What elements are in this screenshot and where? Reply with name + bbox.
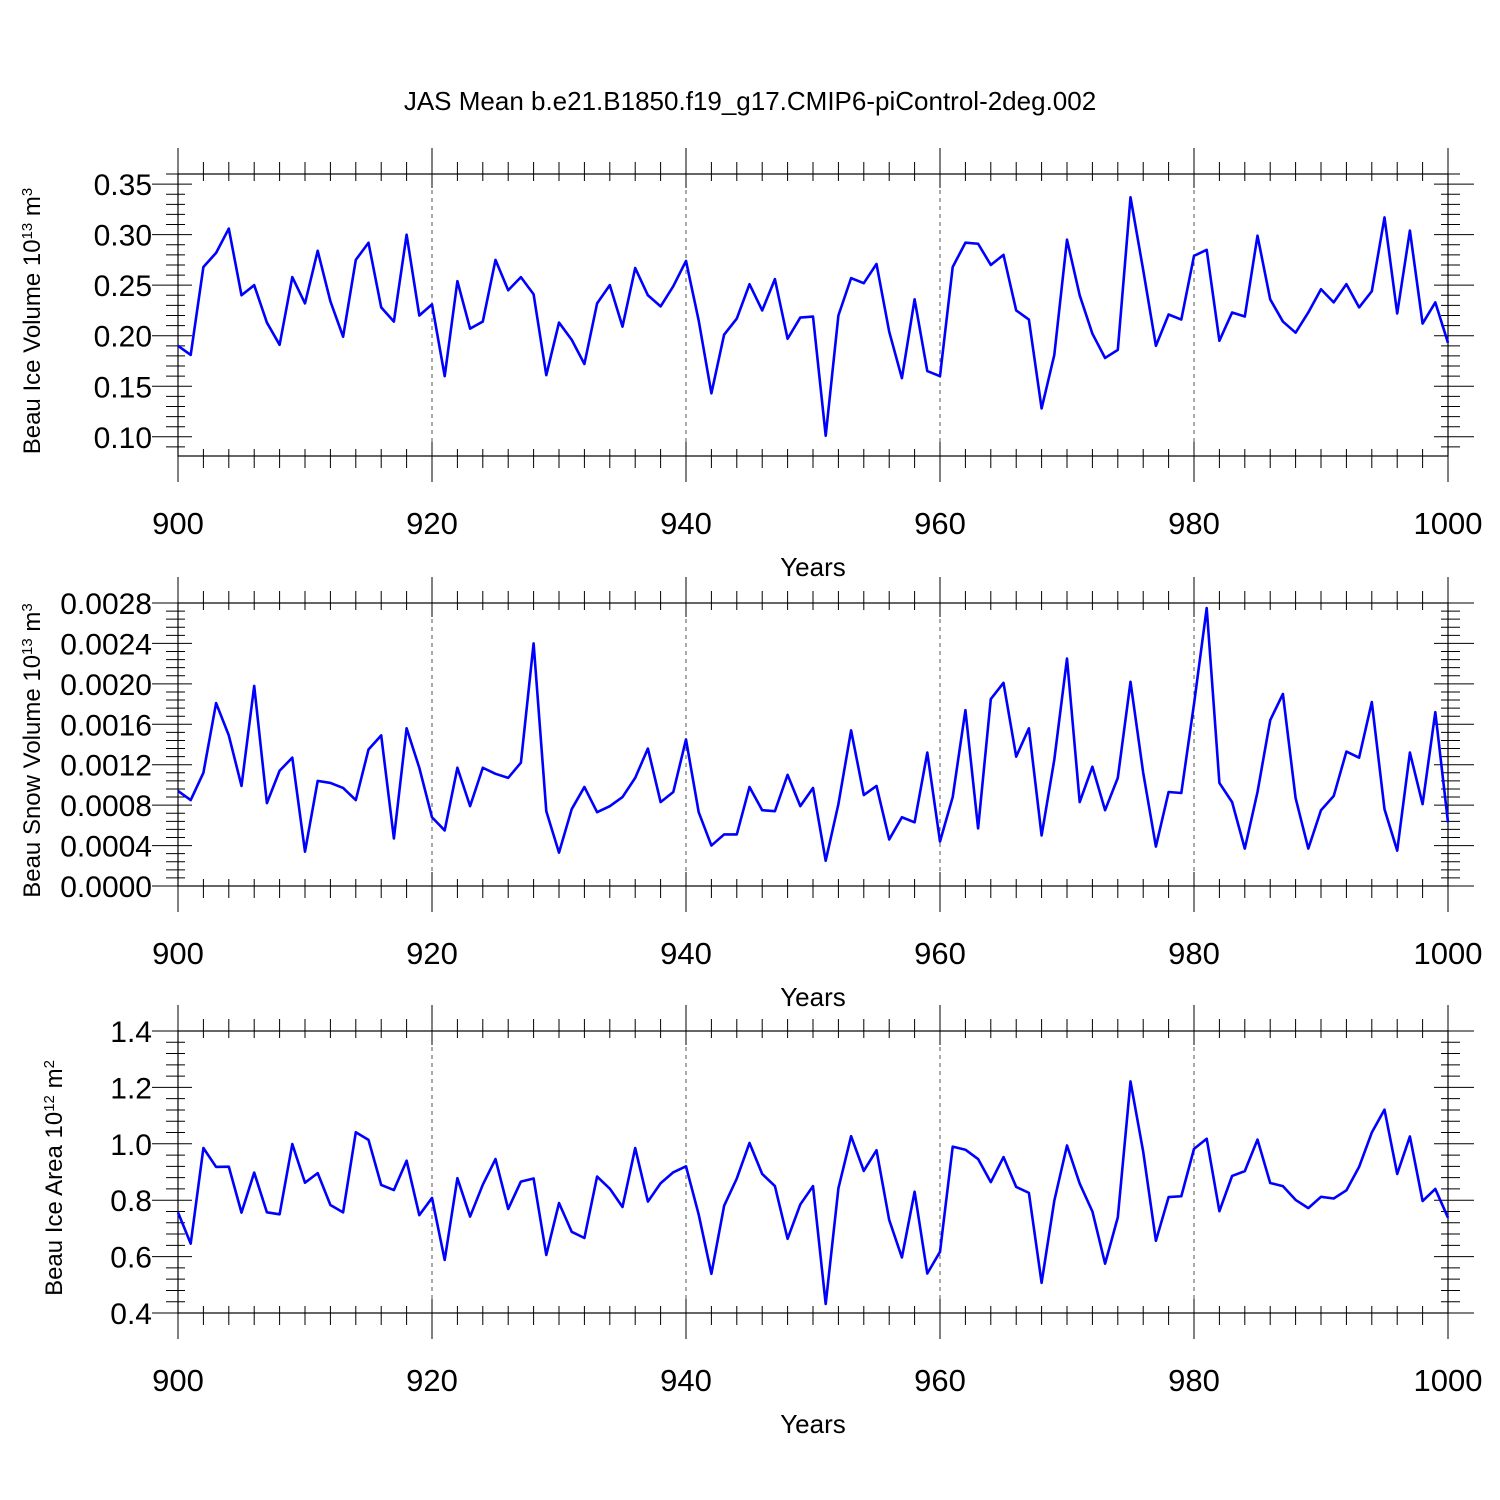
y-axis-label-space <box>19 216 46 223</box>
x-tick-label: 960 <box>914 936 966 971</box>
y-axis-label: Beau Snow Volume 1013 m3 <box>19 603 46 898</box>
series-line <box>177 195 1450 438</box>
plot-frame <box>177 602 1449 887</box>
y-tick-label: 0.0028 <box>60 588 152 621</box>
figure-title: JAS Mean b.e21.B1850.f19_g17.CMIP6-piCon… <box>404 86 1096 116</box>
y-tick-label: 0.10 <box>94 422 152 455</box>
y-tick-label: 0.0008 <box>60 790 152 823</box>
y-tick-label: 0.0004 <box>60 831 152 864</box>
panel-ice-area: 0.4 0.6 0.8 1.0 1.2 1.4 900 920 940 960 980 1000 Yea… <box>41 1005 1482 1439</box>
y-axis-label-part: Beau Snow Volume 10 <box>19 655 46 898</box>
y-tick-label: 0.0012 <box>60 750 152 783</box>
y-tick-label: 1.0 <box>110 1129 152 1162</box>
x-axis-label: Years <box>780 1409 846 1439</box>
x-tick-label: 980 <box>1168 936 1220 971</box>
y-tick-label: 0.0016 <box>60 709 152 742</box>
x-tick-label: 1000 <box>1414 936 1483 971</box>
x-tick-label: 1000 <box>1414 1363 1483 1398</box>
y-tick-label: 0.0024 <box>60 628 152 661</box>
y-axis-label-space <box>19 632 46 639</box>
x-tick-label: 940 <box>660 506 712 541</box>
x-tick-label: 900 <box>152 1363 204 1398</box>
x-axis-label: Years <box>780 982 846 1012</box>
y-axis-label-superscript: 13 <box>19 223 36 240</box>
y-axis-label: Beau Ice Volume 1013 m3 <box>19 188 46 455</box>
y-axis-label: Beau Ice Area 1012 m2 <box>41 1060 68 1296</box>
y-tick-label: 0.4 <box>110 1298 152 1331</box>
y-axis-label-part: m <box>41 1068 68 1088</box>
x-tick-label: 940 <box>660 1363 712 1398</box>
y-axis-label-superscript: 13 <box>19 638 36 655</box>
x-tick-label: 920 <box>406 506 458 541</box>
y-axis-label-superscript: 12 <box>41 1095 58 1112</box>
y-axis-label-part: Beau Ice Area 10 <box>41 1112 68 1296</box>
y-axis-label-superscript: 3 <box>19 188 36 196</box>
y-tick-label: 0.15 <box>94 371 152 404</box>
panel-snow-volume: 0.0000 0.0004 0.0008 0.0012 0.0016 0.0020 0.00… <box>19 577 1482 1012</box>
panel-ice-volume: 0.10 0.15 0.20 0.25 0.30 0.35 900 920 940 960 980 1… <box>19 148 1482 582</box>
y-axis-label-part: m <box>19 612 46 632</box>
plot-frame <box>177 1030 1449 1314</box>
y-tick-label: 1.2 <box>110 1072 152 1105</box>
y-tick-label: 0.35 <box>94 169 152 202</box>
x-tick-label: 920 <box>406 1363 458 1398</box>
x-tick-label: 960 <box>914 1363 966 1398</box>
y-tick-label: 0.30 <box>94 220 152 253</box>
y-axis-label-part: Beau Ice Volume 10 <box>19 239 46 454</box>
y-tick-label: 0.6 <box>110 1242 152 1275</box>
x-tick-label: 900 <box>152 506 204 541</box>
series-line <box>176 1080 1450 1306</box>
x-tick-label: 980 <box>1168 506 1220 541</box>
y-tick-label: 0.0000 <box>60 871 152 904</box>
x-tick-label: 920 <box>406 936 458 971</box>
y-tick-label: 0.20 <box>94 321 152 354</box>
x-axis-label: Years <box>780 552 846 582</box>
y-axis-label-superscript: 3 <box>19 603 36 611</box>
x-tick-label: 980 <box>1168 1363 1220 1398</box>
y-tick-label: 0.8 <box>110 1185 152 1218</box>
y-axis-label-space <box>41 1088 68 1095</box>
y-axis-label-superscript: 2 <box>41 1060 58 1068</box>
y-tick-label: 0.0020 <box>60 669 152 702</box>
y-axis-label-part: m <box>19 196 46 216</box>
x-tick-label: 960 <box>914 506 966 541</box>
x-tick-label: 900 <box>152 936 204 971</box>
plot-frame <box>177 173 1449 457</box>
y-tick-label: 0.25 <box>94 270 152 303</box>
y-tick-label: 1.4 <box>110 1016 152 1049</box>
x-tick-label: 1000 <box>1414 506 1483 541</box>
series-line <box>177 606 1450 863</box>
x-tick-label: 940 <box>660 936 712 971</box>
